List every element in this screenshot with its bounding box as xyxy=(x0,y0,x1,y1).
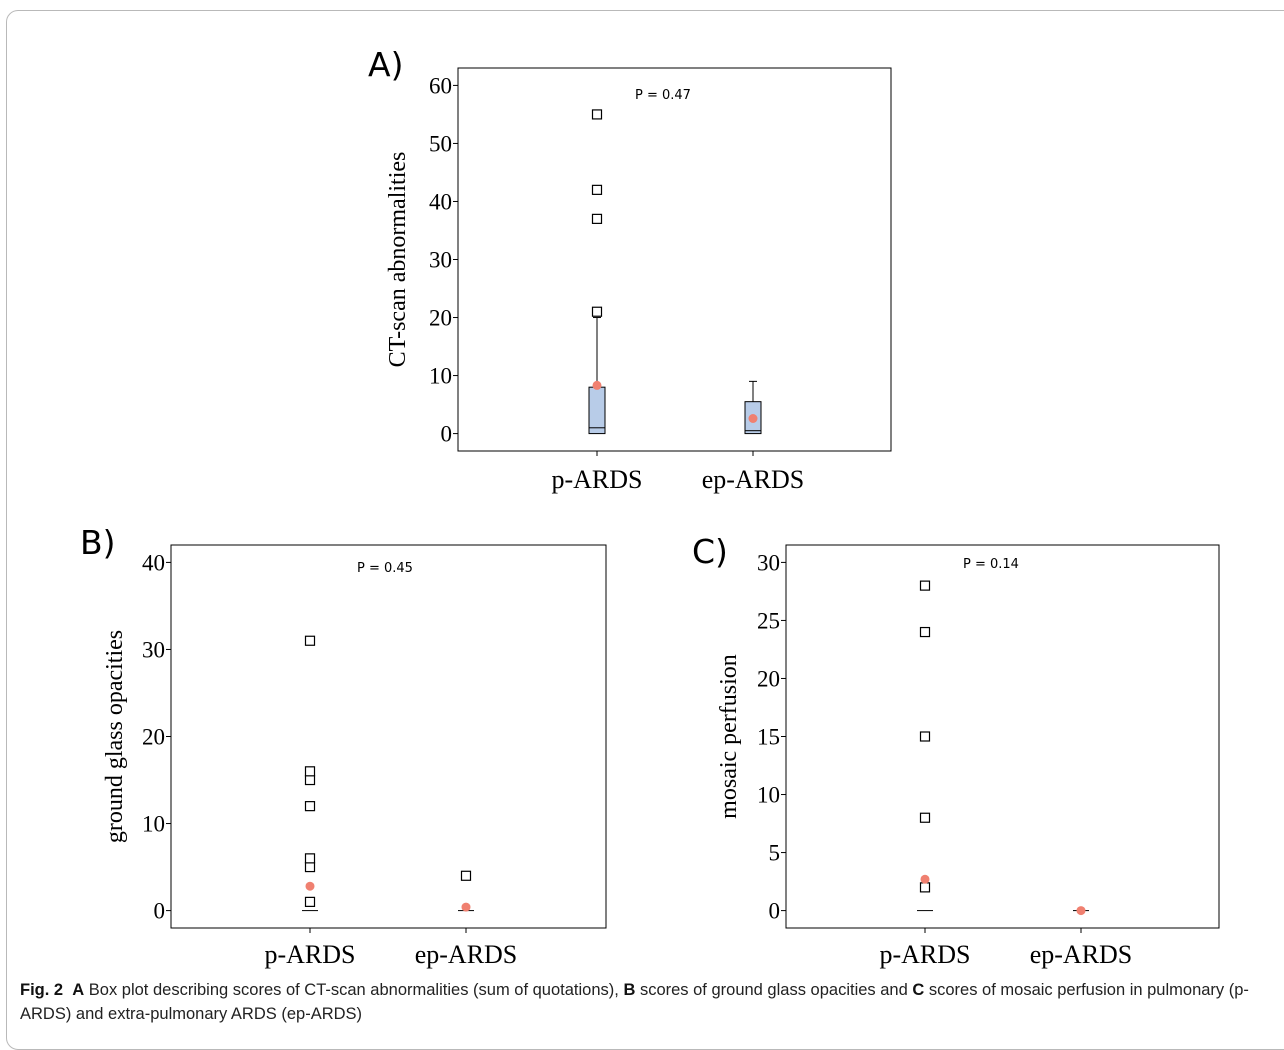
y-tick-label: 0 xyxy=(441,422,453,447)
y-tick-label: 30 xyxy=(429,248,452,273)
outlier-point xyxy=(460,870,472,881)
caption-label: Fig. 2 xyxy=(20,981,64,999)
caption-bold-a: A xyxy=(72,981,85,999)
panel-label-a: A) xyxy=(368,45,404,84)
caption-bold-b: B xyxy=(623,981,636,999)
figure-caption: Fig. 2 A Box plot describing scores of C… xyxy=(20,978,1260,1026)
y-tick-label: 15 xyxy=(757,725,780,750)
outlier-point xyxy=(919,731,931,742)
outlier-point xyxy=(304,853,316,864)
y-tick-label: 10 xyxy=(757,783,780,808)
y-tick-label: 0 xyxy=(769,899,781,924)
plot-frame xyxy=(785,544,1220,929)
y-tick-label: 0 xyxy=(154,899,166,924)
outlier-point xyxy=(591,184,603,195)
outlier-point xyxy=(304,766,316,777)
panel-label-b: B) xyxy=(80,523,116,562)
mean-point xyxy=(748,414,758,424)
p-value-annotation: P = 0.45 xyxy=(357,561,413,576)
y-tick-label: 40 xyxy=(429,189,452,214)
y-tick-label: 20 xyxy=(429,306,452,331)
mean-point xyxy=(592,380,602,390)
caption-text-a: Box plot describing scores of CT-scan ab… xyxy=(84,981,624,999)
y-tick-label: 5 xyxy=(769,841,781,866)
mean-point xyxy=(461,902,471,912)
mean-point xyxy=(920,874,930,884)
y-tick-label: 30 xyxy=(142,637,165,662)
outlier-point xyxy=(304,801,316,812)
y-tick-label: 50 xyxy=(429,131,452,156)
y-tick-label: 25 xyxy=(757,608,780,633)
y-tick-label: 20 xyxy=(142,725,165,750)
y-axis-label: ground glass opacities xyxy=(102,630,128,843)
y-tick-label: 10 xyxy=(142,812,165,837)
x-category-label: p-ARDS xyxy=(551,465,642,494)
outlier-point xyxy=(919,812,931,823)
caption-text-b: scores of ground glass opacities and xyxy=(635,981,913,999)
outlier-point xyxy=(304,896,316,907)
x-category-label: ep-ARDS xyxy=(415,940,518,969)
outlier-point xyxy=(919,580,931,591)
y-axis-label: CT-scan abnormalities xyxy=(385,152,411,368)
p-value-annotation: P = 0.47 xyxy=(635,88,691,103)
outlier-point xyxy=(591,306,603,317)
outlier-point xyxy=(919,882,931,893)
outlier-point xyxy=(304,635,316,646)
mean-point xyxy=(1076,906,1086,916)
y-tick-label: 30 xyxy=(757,550,780,575)
mean-point xyxy=(305,881,315,891)
outlier-point xyxy=(591,213,603,224)
x-category-label: p-ARDS xyxy=(879,940,970,969)
y-axis-label: mosaic perfusion xyxy=(716,654,742,819)
x-category-label: ep-ARDS xyxy=(702,465,805,494)
x-category-label: ep-ARDS xyxy=(1030,940,1133,969)
outlier-point xyxy=(919,626,931,638)
caption-text-c: scores of mosaic perfusion in pulmonary … xyxy=(20,981,1249,1023)
p-value-annotation: P = 0.14 xyxy=(963,557,1019,572)
y-tick-label: 60 xyxy=(429,73,452,98)
y-tick-label: 20 xyxy=(757,666,780,691)
outlier-point xyxy=(591,109,603,120)
panel-label-c: C) xyxy=(692,532,728,571)
caption-bold-c: C xyxy=(912,981,925,999)
y-tick-label: 40 xyxy=(142,550,165,575)
x-category-label: p-ARDS xyxy=(264,940,355,969)
y-tick-label: 10 xyxy=(429,364,452,389)
